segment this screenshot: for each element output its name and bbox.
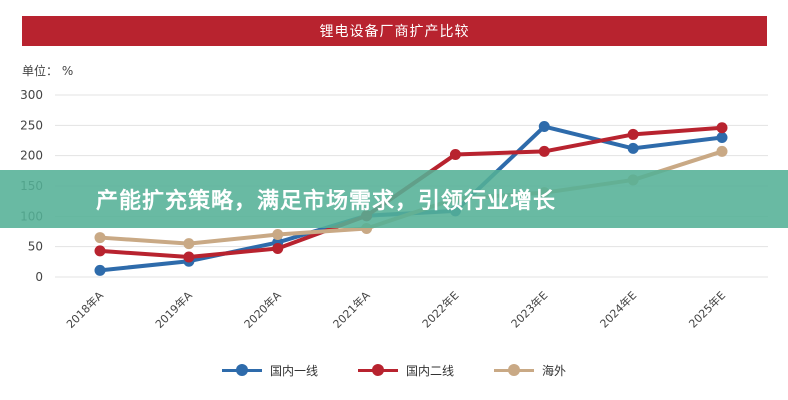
x-tick-labels: 2018年A 2019年A 2020年A 2021年A 2022年E 2023年E 2024… [63,288,728,331]
data-point [94,245,106,257]
legend-item: 国内一线 [221,360,318,380]
legend-item: 国内二线 [357,360,454,380]
legend-swatch [494,364,534,376]
y-tick-label: 300 [20,88,43,102]
x-tick-label: 2021年A [330,288,373,331]
x-tick-label: 2024年E [597,288,639,330]
data-point [272,242,284,254]
legend-swatch [357,364,398,376]
legend-label: 国内一线 [269,363,318,378]
legend-label: 海外 [542,363,567,378]
legend-item: 海外 [494,360,566,380]
x-tick-label: 2025年E [686,288,728,330]
x-tick-label: 2019年A [152,288,195,331]
data-point [94,232,106,244]
legend-label: 国内二线 [405,363,454,378]
x-tick-label: 2020年A [241,288,284,331]
headline-text: 产能扩充策略，满足市场需求，引领行业增长 [96,189,557,214]
data-point [183,251,195,263]
data-point [272,229,284,241]
chart-legend: 国内一线 国内二线 海外 [0,360,788,380]
x-tick-label: 2018年A [63,288,106,331]
y-axis-unit-label: 单位： % [22,64,74,78]
y-tick-label: 50 [28,240,43,254]
data-point [716,122,728,134]
headline-banner: 产能扩充策略，满足市场需求，引领行业增长 [0,170,788,228]
data-point [716,145,728,157]
x-tick-label: 2023年E [508,288,550,330]
data-point [183,238,195,250]
data-point [94,264,106,276]
x-tick-label: 2022年E [419,288,461,330]
data-point [538,145,550,157]
legend-swatch [221,364,262,376]
data-point [538,121,550,133]
data-point [627,128,639,140]
data-point [449,148,461,160]
y-tick-label: 0 [35,270,43,284]
y-tick-label: 250 [20,118,43,132]
chart-title: 锂电设备厂商扩产比较 [22,16,767,46]
data-point [627,142,639,154]
y-tick-label: 200 [20,149,43,163]
data-point [716,131,728,143]
